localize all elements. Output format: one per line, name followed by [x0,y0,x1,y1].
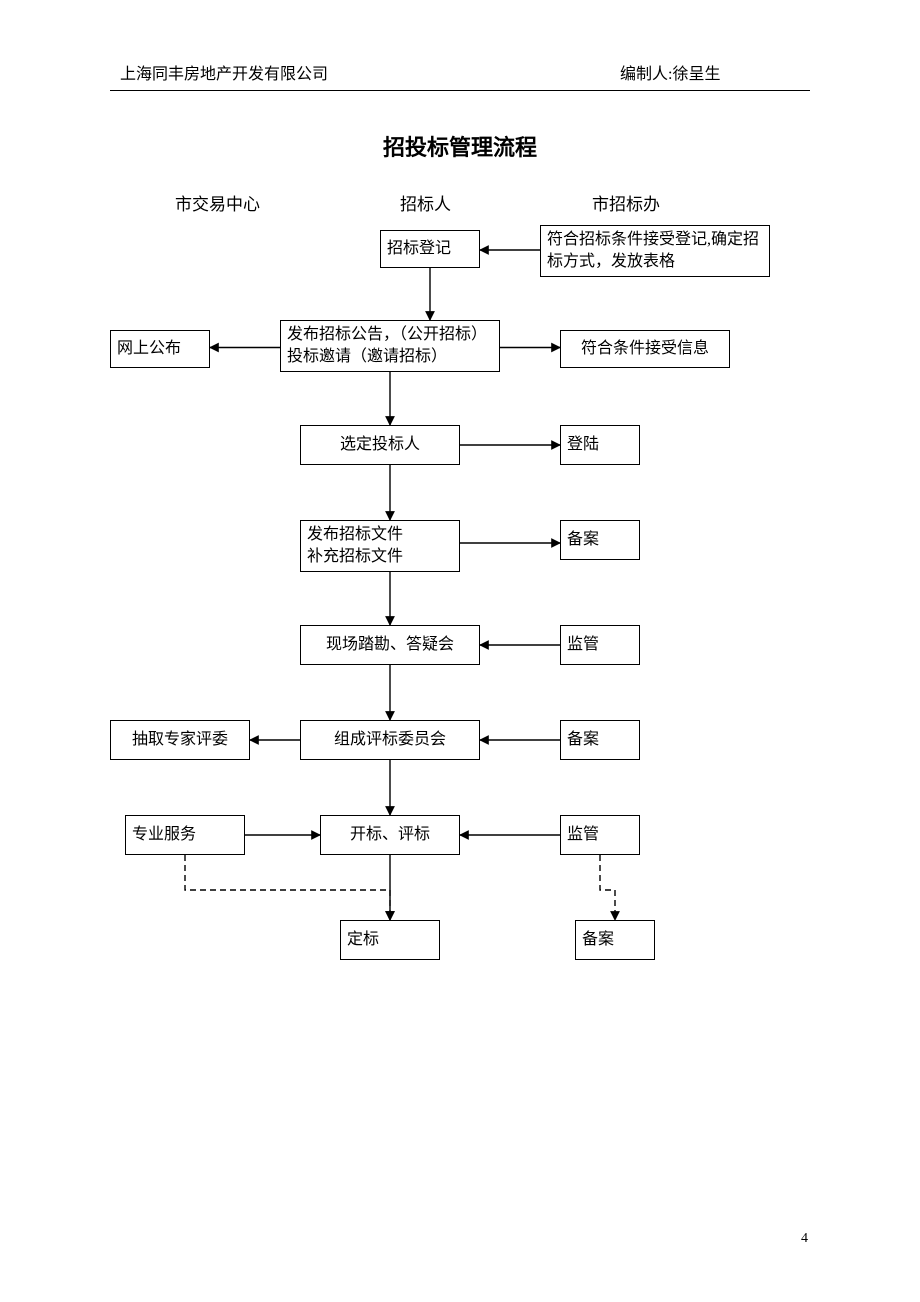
header-author: 编制人:徐呈生 [620,60,720,84]
flow-node: 备案 [560,520,640,560]
column-label: 市交易中心 [175,190,260,215]
column-label: 市招标办 [592,190,660,215]
flow-node: 招标登记 [380,230,480,268]
flow-node: 符合条件接受信息 [560,330,730,368]
header-company: 上海同丰房地产开发有限公司 [120,60,328,84]
page-title: 招投标管理流程 [0,130,920,162]
flow-node: 现场踏勘、答疑会 [300,625,480,665]
column-label: 招标人 [400,190,451,215]
flow-node: 开标、评标 [320,815,460,855]
flow-node: 组成评标委员会 [300,720,480,760]
flow-node: 监管 [560,815,640,855]
flow-node: 发布招标公告，（公开招标）投标邀请（邀请招标） [280,320,500,372]
flow-node: 专业服务 [125,815,245,855]
flow-node: 抽取专家评委 [110,720,250,760]
flow-node: 符合招标条件接受登记,确定招标方式，发放表格 [540,225,770,277]
flow-node: 监管 [560,625,640,665]
flow-node: 登陆 [560,425,640,465]
flow-node: 备案 [560,720,640,760]
page: 上海同丰房地产开发有限公司 编制人:徐呈生 招投标管理流程 市交易中心 招标人 市招… [0,0,920,1302]
flow-node: 备案 [575,920,655,960]
flow-node: 选定投标人 [300,425,460,465]
flow-node: 发布招标文件 补充招标文件 [300,520,460,572]
flow-node: 网上公布 [110,330,210,368]
flow-node: 定标 [340,920,440,960]
header-rule [110,90,810,91]
page-number: 4 [801,1231,808,1247]
